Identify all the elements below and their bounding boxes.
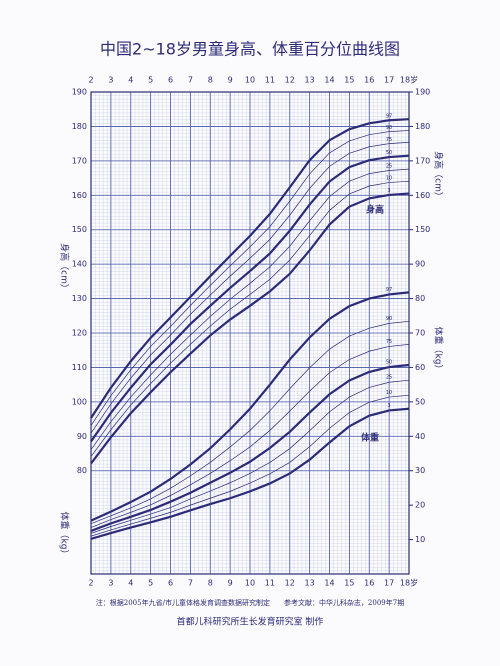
y-tick-label: 130 [72, 294, 87, 303]
x-tick-label: 7 [188, 579, 193, 588]
x-tick-label: 8 [208, 76, 213, 85]
x-tick-label: 5 [148, 579, 153, 588]
y-tick-label: 90 [77, 432, 87, 441]
percentile-line [90, 141, 410, 434]
x-tick-label: 13 [305, 579, 315, 588]
plot-frame [90, 91, 410, 575]
y-tick-label: 190 [72, 88, 87, 97]
x-tick-label: 18岁 [400, 578, 418, 588]
x-tick-label: 7 [188, 76, 193, 85]
x-tick-label: 3 [108, 579, 113, 588]
y-tick-label: 190 [415, 88, 430, 97]
x-tick-label: 18岁 [400, 75, 418, 85]
y2-tick-label: 60 [415, 363, 425, 372]
y2-tick-label: 10 [415, 535, 425, 544]
y2-axis-label: 体重（kg） [59, 512, 71, 559]
x-tick-label: 17 [384, 76, 394, 85]
series-label: 97 [386, 287, 392, 293]
y-tick-label: 140 [72, 260, 87, 269]
series-label: 90 [386, 316, 392, 322]
x-tick-label: 6 [168, 579, 173, 588]
y2-axis-label: 体重（kg） [433, 327, 445, 374]
y-tick-label: 120 [72, 329, 87, 338]
y2-tick-label: 80 [415, 294, 425, 303]
percentile-line [90, 379, 410, 534]
x-tick-label: 6 [168, 76, 173, 85]
x-tick-label: 12 [285, 579, 295, 588]
percentile-line [90, 118, 410, 419]
y-axis-label: 身高（cm） [433, 151, 445, 201]
y2-tick-label: 20 [415, 501, 425, 510]
y-tick-label: 160 [72, 191, 87, 200]
x-tick-label: 11 [265, 76, 275, 85]
x-tick-label: 12 [285, 76, 295, 85]
x-tick-label: 15 [344, 579, 354, 588]
x-tick-label: 11 [265, 579, 275, 588]
y-axis-label: 身高（cm） [59, 243, 71, 293]
annotation: 身高 [366, 204, 384, 216]
series-label: 97 [386, 114, 392, 120]
series-label: 50 [386, 150, 392, 156]
percentile-line [90, 168, 410, 450]
x-tick-label: 4 [128, 76, 133, 85]
percentile-line [90, 180, 410, 457]
y-tick-label: 170 [72, 156, 87, 165]
percentile-line [90, 192, 410, 465]
y-tick-label: 160 [415, 191, 430, 200]
series-label: 25 [386, 375, 392, 381]
y-tick-label: 150 [72, 225, 87, 234]
percentile-line [90, 407, 410, 540]
x-tick-label: 5 [148, 76, 153, 85]
x-tick-label: 9 [228, 76, 233, 85]
series-label: 50 [386, 360, 392, 366]
x-tick-label: 3 [108, 76, 113, 85]
x-tick-label: 9 [228, 579, 233, 588]
y-tick-label: 150 [415, 225, 430, 234]
chart-title: 中国2~18岁男童身高、体重百分位曲线图 [100, 40, 400, 59]
x-tick-label: 10 [245, 579, 255, 588]
x-tick-label: 2 [88, 579, 93, 588]
y-tick-label: 100 [72, 397, 87, 406]
y-tick-label: 180 [72, 122, 87, 131]
x-tick-label: 2 [88, 76, 93, 85]
y2-tick-label: 30 [415, 466, 425, 475]
percentile-line [90, 291, 410, 522]
x-tick-label: 16 [364, 579, 374, 588]
series-label: 75 [386, 137, 392, 143]
x-tick-label: 15 [344, 76, 354, 85]
percentile-line [90, 394, 410, 537]
series-label: 90 [386, 125, 392, 131]
percentile-line [90, 320, 410, 525]
y2-tick-label: 70 [415, 329, 425, 338]
x-tick-label: 4 [128, 579, 133, 588]
percentile-line [90, 154, 410, 443]
x-tick-label: 10 [245, 76, 255, 85]
x-tick-label: 14 [324, 579, 334, 588]
note: 注：根据2005年九省/市儿童体格发育调查数据研究制定 参考文献：中华儿科杂志，… [96, 598, 404, 607]
y-tick-label: 80 [77, 466, 87, 475]
x-tick-label: 17 [384, 579, 394, 588]
series-label: 75 [386, 339, 392, 345]
series-label: 10 [386, 390, 392, 396]
series-label: 25 [386, 164, 392, 170]
annotation: 体重 [361, 432, 379, 444]
y-tick-label: 110 [72, 363, 87, 372]
series-label: 10 [386, 176, 392, 182]
note: 首都儿科研究所生长发育研究室 制作 [177, 616, 324, 628]
y2-tick-label: 40 [415, 432, 425, 441]
y-tick-label: 170 [415, 156, 430, 165]
percentile-line [90, 130, 410, 426]
series-label: 3 [387, 188, 390, 194]
x-tick-label: 14 [324, 76, 334, 85]
x-tick-label: 8 [208, 579, 213, 588]
y2-tick-label: 90 [415, 260, 425, 269]
x-tick-label: 16 [364, 76, 374, 85]
y-tick-label: 180 [415, 122, 430, 131]
percentile-line [90, 363, 410, 532]
x-tick-label: 13 [305, 76, 315, 85]
percentile-line [90, 344, 410, 528]
y2-tick-label: 50 [415, 397, 425, 406]
series-label: 3 [387, 403, 390, 409]
